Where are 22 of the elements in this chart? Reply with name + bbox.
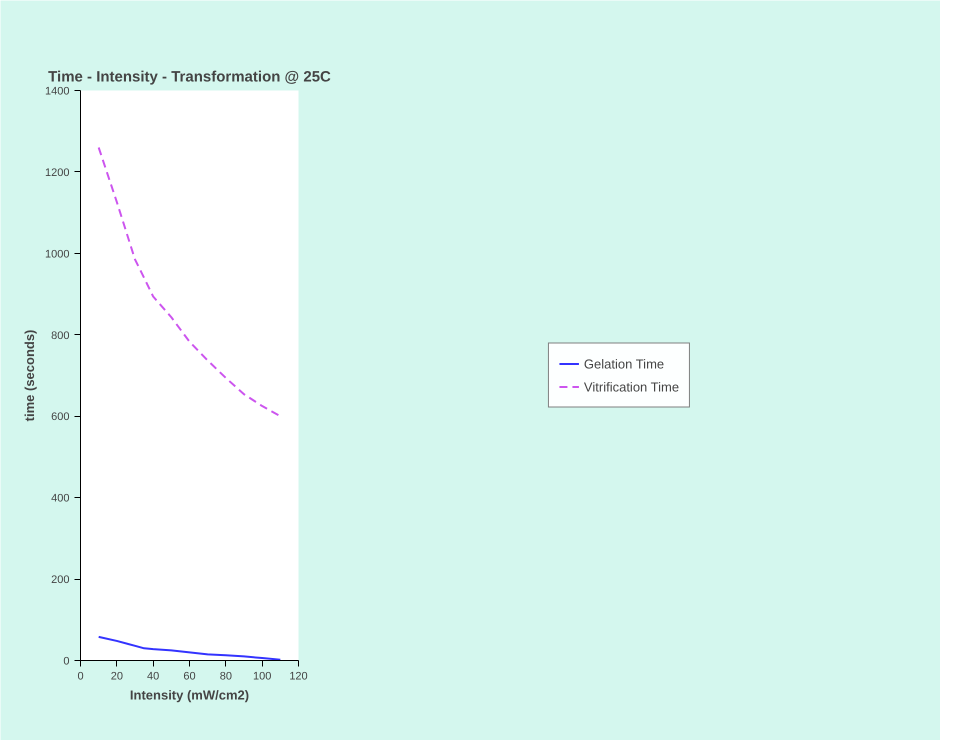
x-tick-label: 120 (289, 670, 308, 682)
x-tick-label: 0 (77, 670, 84, 682)
x-axis-title: Intensity (mW/cm2) (130, 688, 250, 702)
legend-label: Vitrification Time (584, 379, 680, 394)
chart-title: Time - Intensity - Transformation @ 25C (48, 68, 332, 86)
y-tick-label: 1200 (45, 166, 70, 179)
y-tick-label: 600 (51, 411, 70, 424)
x-tick-label: 40 (147, 670, 160, 682)
y-tick-label: 1000 (45, 248, 70, 260)
x-tick-label: 100 (252, 670, 272, 682)
y-tick-label: 0 (63, 656, 70, 668)
y-tick-label: 1400 (45, 86, 70, 98)
line-series (98, 146, 282, 418)
x-tick-label: 60 (183, 670, 196, 682)
y-axis-title: time (seconds) (22, 330, 38, 422)
y-tick-label: 400 (51, 492, 70, 505)
x-tick-label: 80 (220, 670, 232, 682)
y-tick-label: 200 (51, 574, 70, 586)
legend-label: Gelation Time (584, 356, 664, 371)
line-series (98, 636, 282, 660)
x-tick-label: 20 (110, 670, 123, 682)
y-tick-label: 800 (51, 330, 70, 342)
